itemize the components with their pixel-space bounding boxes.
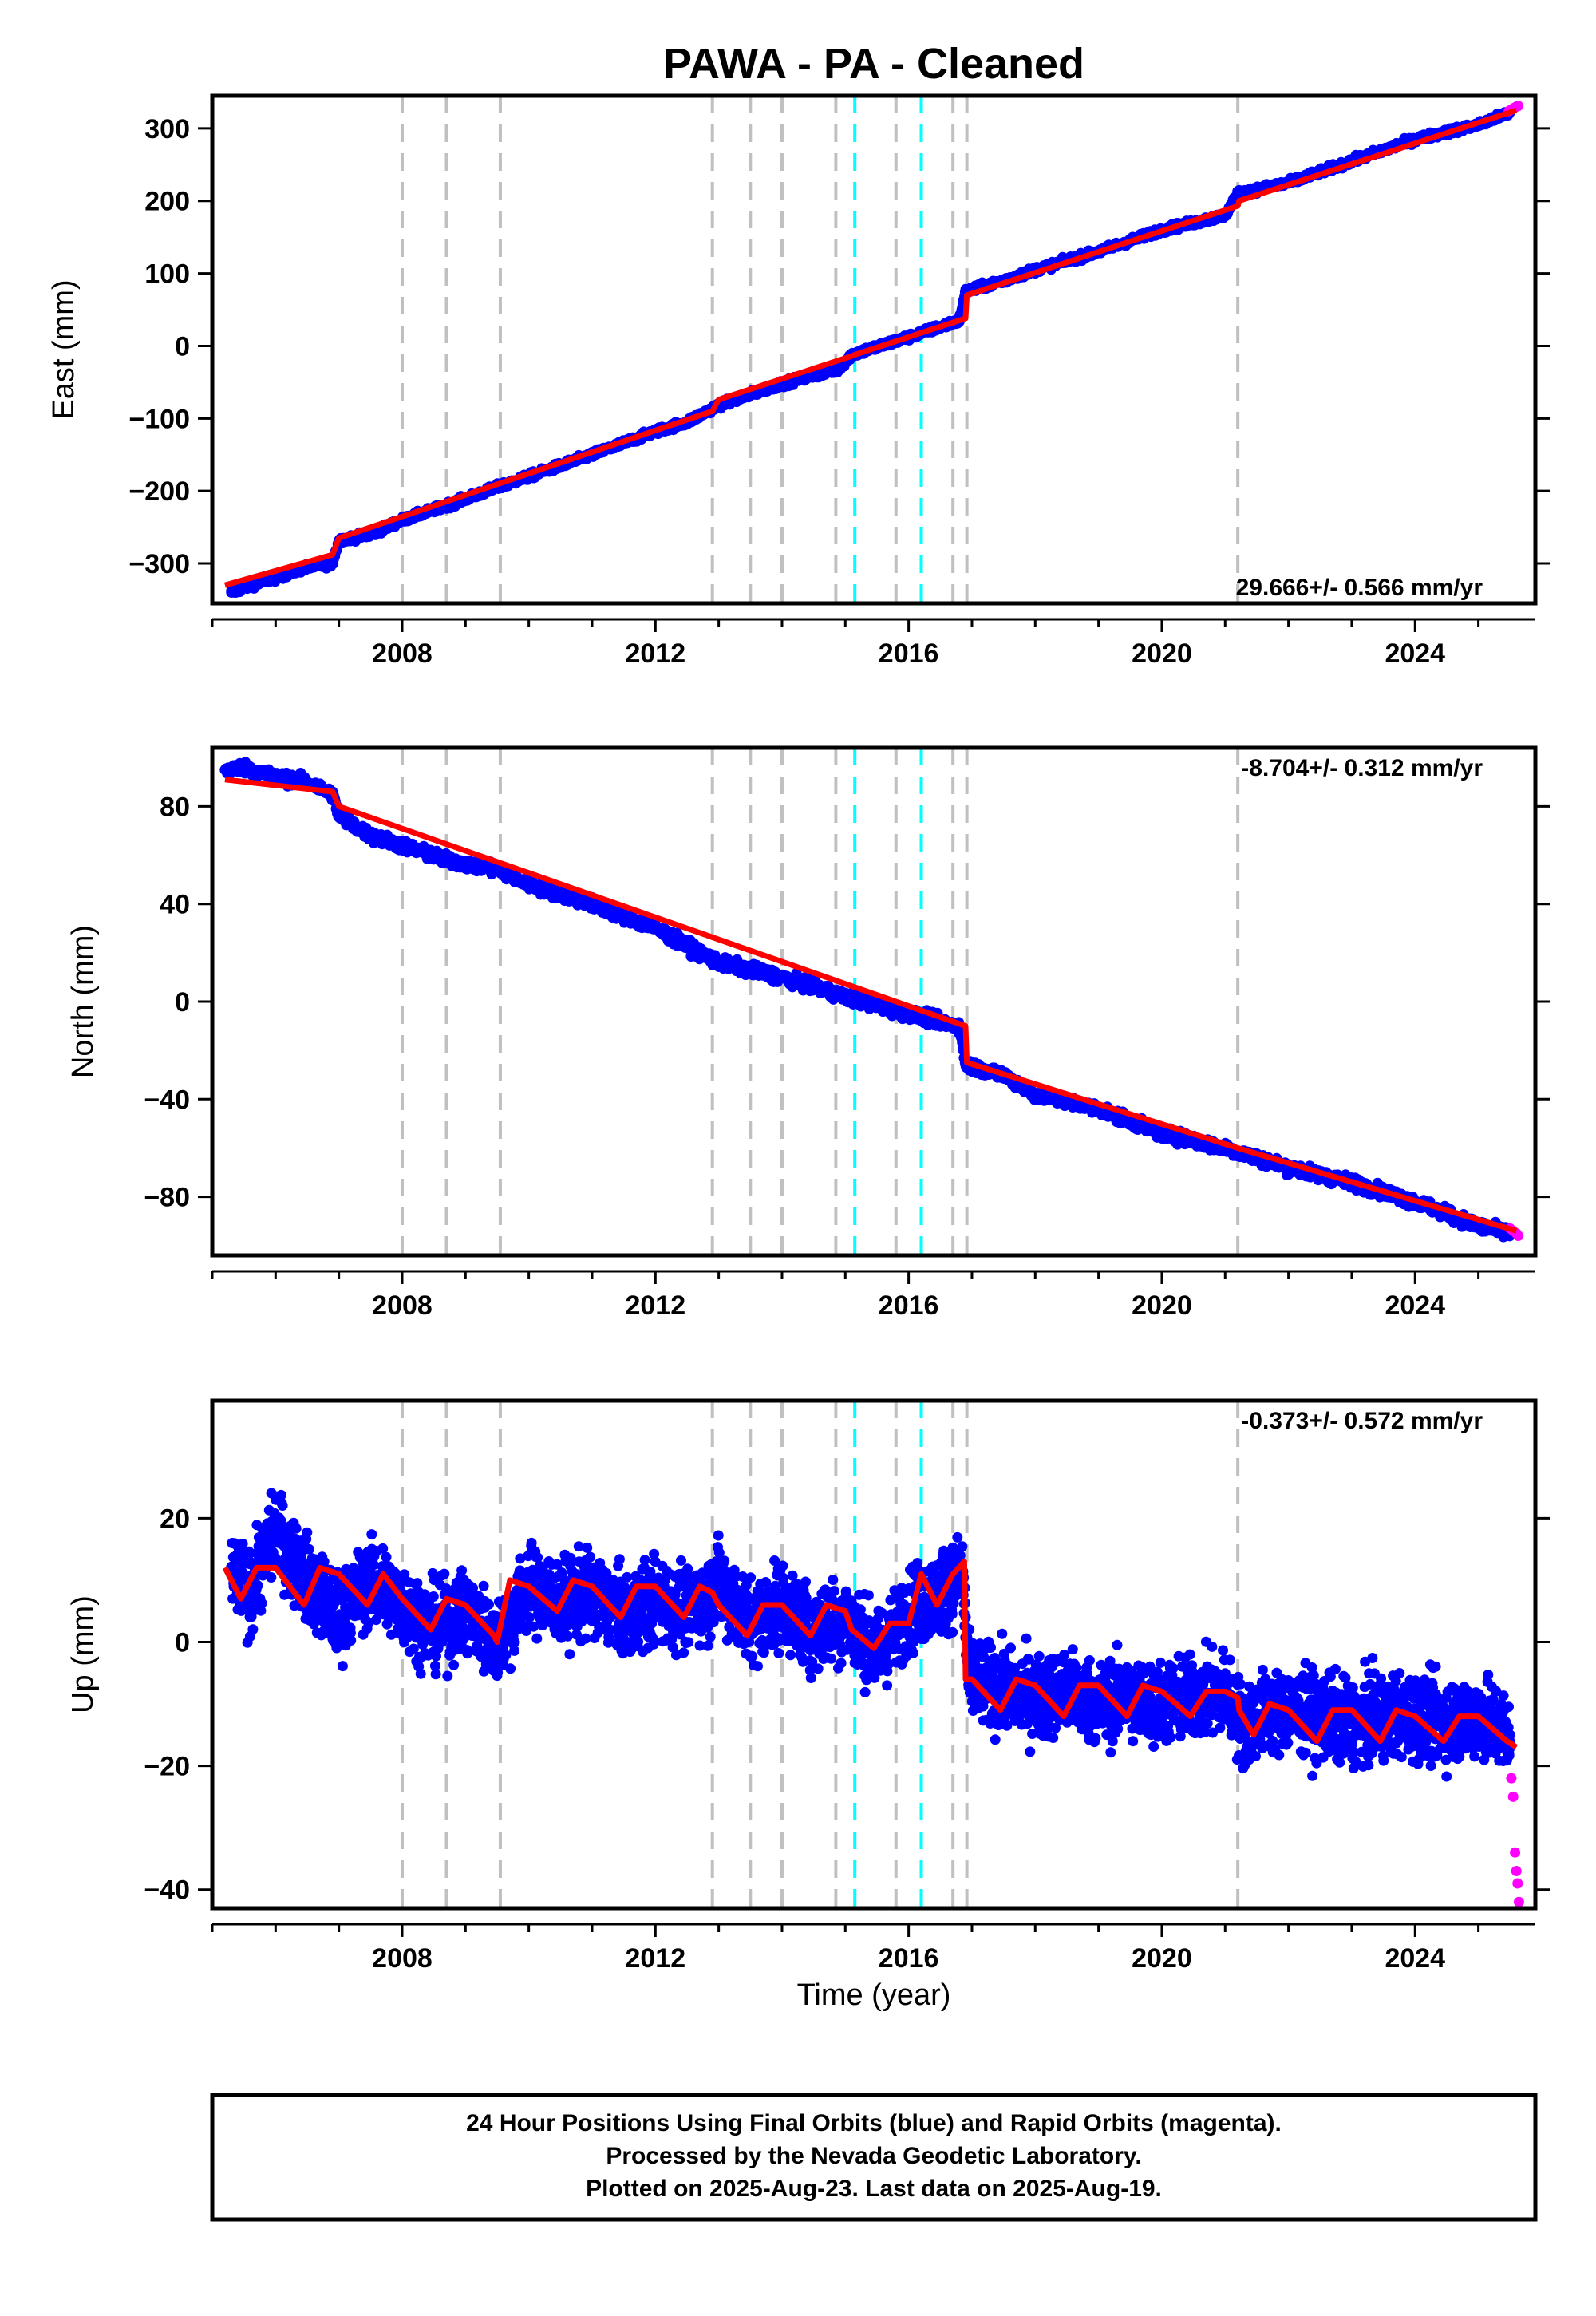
final-orbit-point [650, 923, 661, 934]
final-orbit-point [776, 971, 788, 982]
final-orbit-point [239, 762, 250, 773]
final-orbit-point [1029, 1089, 1041, 1100]
final-orbit-point [246, 1611, 257, 1622]
final-orbit-point [1232, 188, 1243, 200]
final-orbit-point [334, 811, 345, 822]
final-orbit-point [275, 1489, 286, 1500]
x-tick-label: 2024 [1385, 638, 1445, 669]
y-tick-label: 300 [144, 114, 190, 144]
final-orbit-point [302, 777, 313, 788]
final-orbit-point [266, 1572, 277, 1583]
final-orbit-point [219, 765, 231, 775]
plot-area-north [219, 748, 1524, 1255]
plot-frame-east [210, 93, 1538, 606]
model-line-north [224, 777, 1518, 1234]
y-tick-label: 0 [175, 331, 190, 362]
final-orbit-point [226, 587, 237, 598]
final-orbit-point [365, 529, 376, 540]
final-orbit-point [277, 1500, 288, 1511]
final-orbit-point [903, 1008, 915, 1019]
x-tick-label: 2008 [372, 638, 433, 669]
y-tick-label: 100 [144, 259, 190, 290]
x-tick-label: 2020 [1132, 1290, 1192, 1321]
final-orbit-point [303, 1543, 314, 1555]
y-tick-label: 0 [175, 987, 190, 1018]
final-orbit-point [270, 772, 281, 783]
y-tick-label: −200 [128, 476, 190, 507]
x-tick-label: 2020 [1132, 638, 1192, 669]
panel-east: −300 −200 −100 0 100 200 300 2008 2012 2016 2020 20… [47, 93, 1550, 669]
y-tick-label: −100 [128, 404, 190, 434]
final-orbit-point [290, 1523, 302, 1534]
velocity-label-east: 29.666+/- 0.566 mm/yr [1236, 575, 1483, 601]
final-orbit-point [492, 864, 503, 875]
y-axis-title-north: North (mm) [66, 925, 100, 1078]
final-orbit-point [327, 558, 338, 569]
x-tick-label: 2012 [625, 1290, 685, 1321]
final-orbit-point [1156, 1128, 1167, 1139]
final-orbit-point [270, 572, 281, 583]
y-tick-label: −80 [144, 1183, 190, 1213]
x-tick-label: 2012 [625, 638, 685, 669]
figure-title: PAWA - PA - Cleaned [663, 40, 1084, 88]
final-orbit-point [302, 1527, 313, 1538]
final-orbit-point [523, 879, 535, 890]
model-line-east [223, 107, 1518, 588]
final-orbit-points-up [226, 1488, 1515, 1782]
final-orbit-point [365, 830, 376, 841]
final-orbit-point [397, 840, 408, 851]
x-tick-label: 2016 [879, 638, 939, 669]
final-orbit-point [256, 1598, 267, 1609]
final-orbit-point [243, 1546, 255, 1557]
x-tick-label: 2016 [879, 1290, 939, 1321]
plot-area-east [223, 96, 1524, 603]
final-orbit-point [275, 1515, 286, 1526]
final-orbit-point [247, 1624, 259, 1635]
y-tick-label: 40 [160, 890, 190, 920]
final-orbit-point [441, 855, 452, 866]
y-tick-label: 80 [160, 792, 190, 822]
final-orbit-point [252, 1580, 263, 1591]
panel-north: −80 −40 0 40 80 2008 2012 2016 2020 2024 North (mm… [66, 745, 1550, 1321]
y-tick-label: 200 [144, 187, 190, 217]
x-tick-label: 2024 [1385, 1290, 1445, 1321]
y-tick-label: −300 [128, 549, 190, 579]
plot-area-up [222, 1401, 1524, 1908]
final-orbit-point [839, 991, 851, 1002]
final-orbit-point [279, 1589, 290, 1600]
y-tick-label: −40 [144, 1085, 190, 1115]
y-axis-title-east: East (mm) [47, 279, 81, 419]
final-orbit-point [1473, 1220, 1484, 1231]
velocity-label-north: -8.704+/- 0.312 mm/yr [1241, 755, 1483, 781]
final-orbit-point [245, 579, 256, 591]
final-orbit-point [713, 957, 725, 968]
x-tick-label: 2008 [372, 1290, 433, 1321]
final-orbit-point [587, 899, 598, 910]
final-orbit-point [833, 364, 844, 374]
